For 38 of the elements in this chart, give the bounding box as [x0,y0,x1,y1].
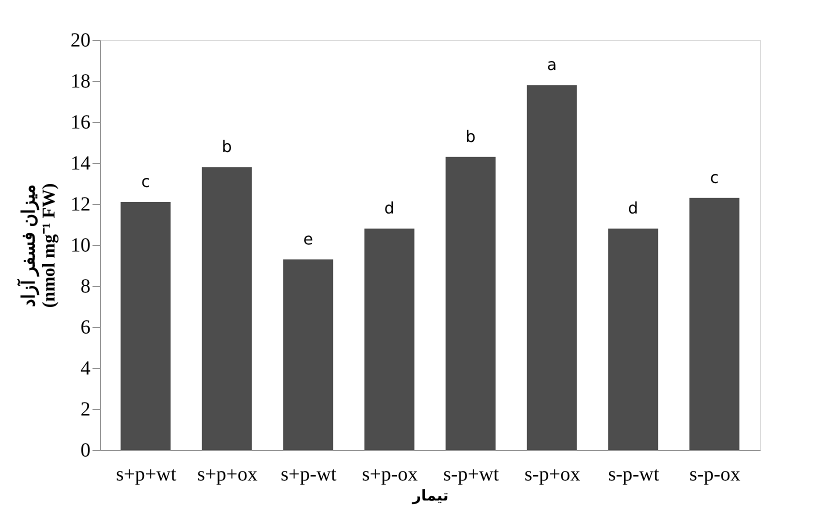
x-tick-label: s+p-wt [280,464,337,486]
annotation: e [303,229,314,248]
x-tick-label: s-p-wt [608,464,660,486]
x-tick-label: s-p-ox [689,464,740,486]
bar [283,259,334,450]
text: میزان فسفر آزاد [18,184,38,307]
x-tick-label: s-p+wt [443,464,500,486]
bar [202,167,252,450]
y-tick-label: 16 [70,112,90,134]
y-tick-label: 0 [80,440,90,462]
annotation: a [546,55,557,74]
bar [364,228,414,450]
y-tick-label: 4 [80,358,90,380]
y-tick-label: 8 [80,276,90,298]
annotation: c [141,172,150,191]
annotation: d [628,198,638,218]
y-tick-label: 10 [70,234,90,256]
x-tick-label: s+p+wt [116,464,177,486]
x-axis-title: تیمار [411,486,449,504]
x-tick-label: s-p+ox [524,464,580,486]
y-tick-label: 18 [70,70,90,92]
bar [120,202,171,450]
x-tick-label: s+p+ox [197,464,258,486]
y-tick-label: 12 [70,194,90,216]
annotation: b [466,126,476,146]
bar [608,228,658,450]
bar [446,156,496,450]
x-tick-label: s+p-ox [362,464,418,486]
y-tick-label: 6 [80,316,90,338]
bar [689,198,740,450]
text: (nmol mg⁻¹ FW) [38,183,58,308]
y-tick-label: 20 [70,30,90,52]
annotation: b [222,137,232,156]
y-tick-label: 2 [80,398,90,420]
y-tick-label: 14 [70,152,90,174]
annotation: c [710,168,719,187]
annotation: d [384,198,394,218]
bar [526,85,577,450]
